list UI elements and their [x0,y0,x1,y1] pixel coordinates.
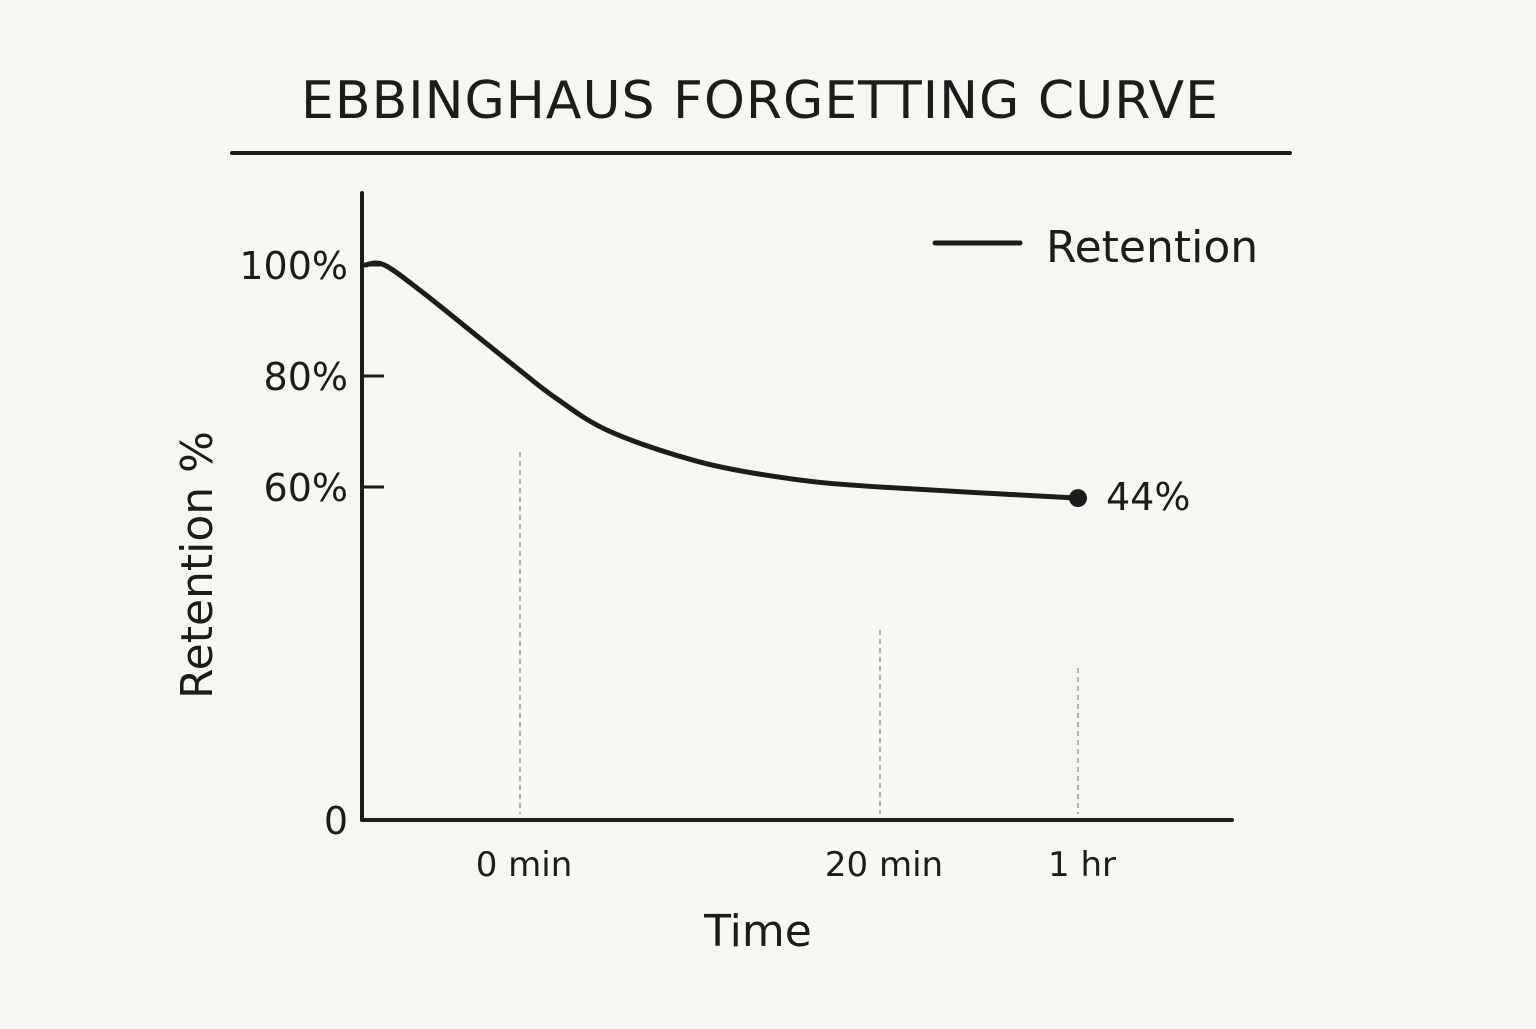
tick-labels: 0 60% 80% 100% 0 min 20 min 1 hr [239,244,1116,885]
y-tick-label: 0 [324,799,348,843]
y-tick-label: 100% [239,244,348,288]
y-axis-title: Retention % [172,431,223,699]
legend: Retention [932,222,1258,273]
x-tick-label: 0 min [476,845,573,885]
y-tick-label: 60% [264,466,348,510]
guide-lines [519,452,1079,814]
end-point-marker [1069,489,1087,508]
annotations: 44% [1069,475,1190,519]
x-tick-label: 20 min [825,845,943,885]
x-axis-title: Time [703,906,812,957]
legend-label-retention: Retention [1046,222,1258,273]
chart-title: EBBINGHAUS FORGETTING CURVE [301,71,1219,131]
annotation-label: 44% [1106,475,1190,519]
axes [360,191,1234,822]
y-tick-label: 80% [264,355,348,399]
x-tick-label: 1 hr [1048,845,1116,885]
series-line-retention [362,260,1081,501]
series-layer [362,260,1081,501]
